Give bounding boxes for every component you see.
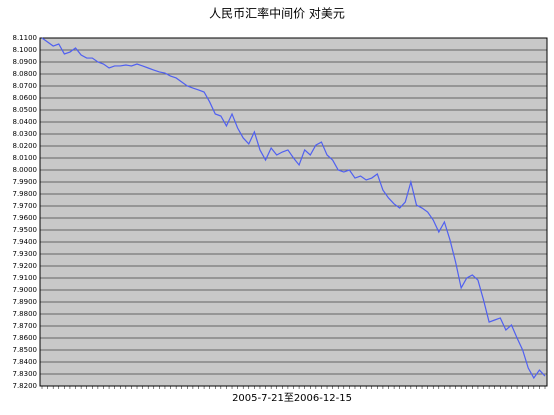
y-tick-label: 7.8300 <box>13 370 38 378</box>
y-tick-label: 8.0600 <box>13 94 38 102</box>
y-tick-label: 7.8400 <box>13 358 38 366</box>
y-tick-label: 8.0400 <box>13 118 38 126</box>
y-tick-label: 8.0700 <box>13 82 38 90</box>
y-tick-label: 7.9000 <box>13 286 38 294</box>
y-tick-label: 8.0500 <box>13 106 38 114</box>
y-tick-label: 7.9500 <box>13 226 38 234</box>
y-tick-label: 7.9400 <box>13 238 38 246</box>
y-tick-label: 7.9900 <box>13 178 38 186</box>
y-tick-label: 8.1100 <box>13 34 38 42</box>
x-axis-label: 2005-7-21至2006-12-15 <box>232 392 352 404</box>
y-tick-label: 7.8700 <box>13 322 38 330</box>
y-tick-label: 7.9700 <box>13 202 38 210</box>
y-tick-label: 7.8600 <box>13 334 38 342</box>
y-tick-label: 8.1000 <box>13 46 38 54</box>
y-tick-label: 7.8200 <box>13 382 38 390</box>
y-tick-label: 8.0300 <box>13 130 38 138</box>
data-line <box>41 37 546 380</box>
y-tick-label: 8.0200 <box>13 142 38 150</box>
y-tick-label: 8.0800 <box>13 70 38 78</box>
y-tick-label: 7.8800 <box>13 310 38 318</box>
y-tick-label: 7.8900 <box>13 298 38 306</box>
y-tick-label: 7.9600 <box>13 214 38 222</box>
y-tick-label: 7.9800 <box>13 190 38 198</box>
y-tick-label: 8.0900 <box>13 58 38 66</box>
y-tick-label: 8.0100 <box>13 154 38 162</box>
plot-area <box>39 37 548 387</box>
y-tick-label: 7.9200 <box>13 262 38 270</box>
chart-title: 人民币汇率中间价 对美元 <box>209 6 345 21</box>
y-tick-label: 7.9300 <box>13 250 38 258</box>
y-tick-label: 8.0000 <box>13 166 38 174</box>
y-tick-label: 7.8500 <box>13 346 38 354</box>
y-tick-label: 7.9100 <box>13 274 38 282</box>
